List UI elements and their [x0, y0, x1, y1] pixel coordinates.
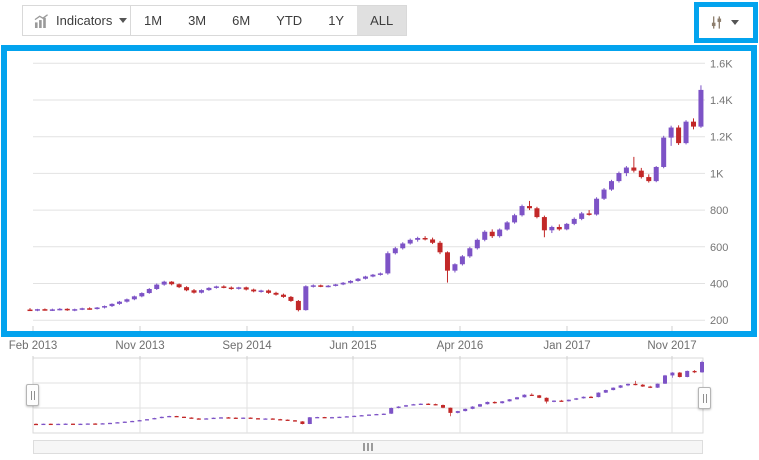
svg-text:200: 200 — [710, 315, 728, 327]
candlestick-chart[interactable]: 1.6K 1.4K 1.2K 1K 800 600 400 200 Feb 2013 Nov 20… — [0, 45, 759, 360]
period-button-1m[interactable]: 1M — [131, 6, 175, 35]
svg-text:1K: 1K — [710, 168, 724, 180]
sliders-icon — [709, 15, 724, 30]
svg-text:400: 400 — [710, 279, 728, 291]
stock-chart-app: Indicators 1M 3M 6M YTD 1Y ALL 1.6K1.4K1… — [0, 0, 759, 460]
period-button-3m[interactable]: 3M — [175, 6, 219, 35]
scrollbar-grip-icon[interactable] — [363, 443, 373, 451]
period-button-ytd[interactable]: YTD — [263, 6, 315, 35]
chevron-down-icon — [119, 18, 127, 23]
indicators-label: Indicators — [56, 13, 112, 28]
svg-text:1.4K: 1.4K — [710, 95, 733, 107]
chart-settings-button[interactable] — [701, 8, 747, 36]
toolbar: Indicators 1M 3M 6M YTD 1Y ALL — [0, 0, 759, 42]
navigator-left-handle[interactable] — [26, 384, 39, 406]
navigator-scrollbar[interactable] — [33, 440, 703, 454]
chevron-down-icon — [731, 20, 739, 25]
svg-text:1.6K: 1.6K — [710, 58, 733, 70]
svg-text:Feb 2013: Feb 2013 — [9, 340, 58, 352]
navigator-right-handle[interactable] — [698, 387, 711, 409]
period-selector: 1M 3M 6M YTD 1Y ALL — [130, 5, 407, 36]
svg-text:800: 800 — [710, 205, 728, 217]
svg-text:Jun 2015: Jun 2015 — [329, 340, 376, 352]
period-button-1y[interactable]: 1Y — [315, 6, 357, 35]
svg-text:1.2K: 1.2K — [710, 132, 733, 144]
svg-text:Nov 2017: Nov 2017 — [647, 340, 696, 352]
period-button-6m[interactable]: 6M — [219, 6, 263, 35]
bar-chart-icon — [34, 14, 49, 28]
period-button-all[interactable]: ALL — [357, 6, 406, 35]
svg-text:Nov 2013: Nov 2013 — [115, 340, 164, 352]
svg-text:Sep 2014: Sep 2014 — [222, 340, 272, 352]
svg-text:600: 600 — [710, 242, 728, 254]
svg-text:Apr 2016: Apr 2016 — [437, 340, 484, 352]
indicators-button[interactable]: Indicators — [22, 5, 139, 36]
svg-text:Jan 2017: Jan 2017 — [543, 340, 590, 352]
